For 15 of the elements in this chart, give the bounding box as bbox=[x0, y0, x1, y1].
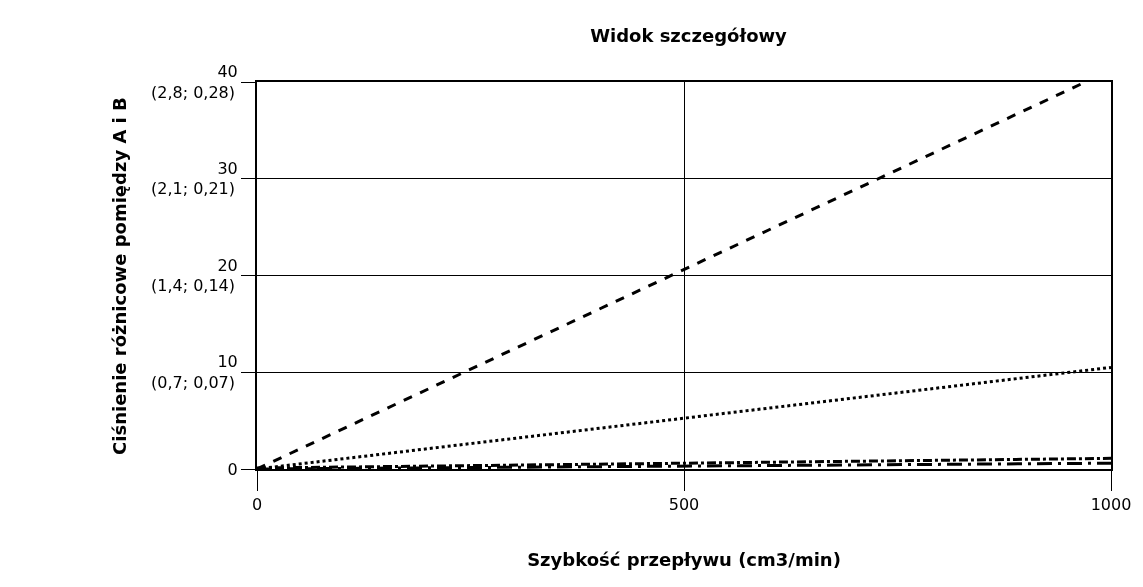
y-tick-label: 30 bbox=[217, 158, 238, 178]
text: (0,7; 0,07) bbox=[151, 373, 236, 392]
x-tick-label: 0 bbox=[251, 495, 263, 515]
chart-title: Widok szczegółowy bbox=[590, 24, 788, 46]
y-tick-label: 40 bbox=[217, 62, 238, 82]
y-tick-label: 0 bbox=[227, 459, 238, 479]
text: (2,1; 0,21) bbox=[151, 179, 236, 198]
y-tick-label: 10 bbox=[217, 352, 238, 372]
x-axis-title: Szybkość przepływu (cm3/min) bbox=[527, 548, 841, 570]
y-tick-label: 20 bbox=[217, 255, 238, 275]
text: (2,8; 0,28) bbox=[151, 83, 236, 102]
x-tick-label: 1000 bbox=[1090, 495, 1132, 515]
x-tick-label: 500 bbox=[668, 495, 700, 515]
y-axis-title: Ciśnienie różnicowe pomiędzy A i B bbox=[108, 97, 130, 455]
text: (1,4; 0,14) bbox=[151, 276, 236, 295]
